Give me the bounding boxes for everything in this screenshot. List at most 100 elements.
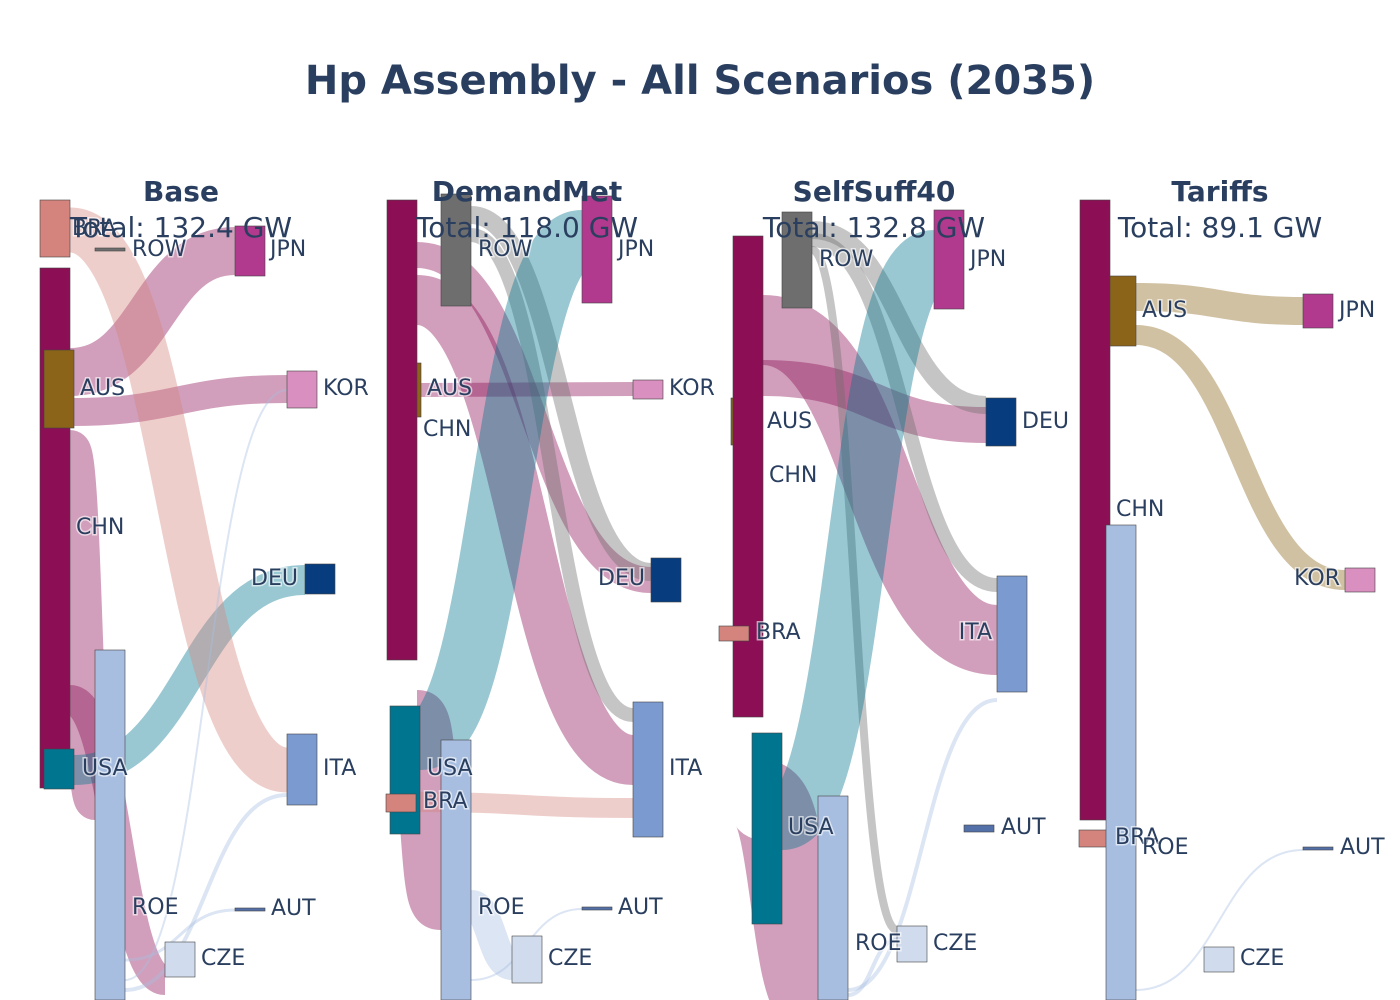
node-label-base-row: ROW [132,237,187,262]
link-selfsuff40-row-cze [810,246,899,934]
link-base-chn-jpn [68,227,237,396]
node-label-base-deu: DEU [251,566,298,591]
link-selfsuff40-roe-ita [847,698,998,992]
node-label-base-usa: USA [82,756,128,781]
node-demandmet-aut [581,906,613,911]
node-label-selfsuff40-chn: CHN [769,463,817,488]
node-label-tariffs-kor: KOR [1294,566,1340,591]
node-label-demandmet-roe: ROE [478,895,525,920]
node-label-demandmet-row: ROW [478,237,533,262]
node-demandmet-ita [632,701,664,838]
node-label-tariffs-roe: ROE [1142,835,1189,860]
link-demandmet-chn-ita [413,275,637,785]
node-tariffs-cze [1203,946,1235,973]
link-base-roe-ita [124,793,288,992]
node-tariffs-aut [1302,846,1334,851]
node-selfsuff40-aut [963,824,995,833]
link-tariffs-aus-kor [1135,325,1346,590]
node-label-selfsuff40-bra: BRA [756,620,801,645]
link-base-roe-aut [124,908,236,962]
node-selfsuff40-jpn [933,209,965,310]
node-label-selfsuff40-cze: CZE [933,931,977,956]
link-demandmet-row-deu [469,206,653,581]
node-demandmet-bra [385,793,417,813]
node-demandmet-chn [386,199,418,661]
node-demandmet-row [440,193,472,307]
panel-total-base: Total: 132.4 GW [69,211,293,244]
panel-title-tariffs: Tariffs [1171,175,1269,208]
node-label-demandmet-ita: ITA [669,756,702,781]
panel-title-base: Base [143,175,219,208]
node-label-tariffs-aus: AUS [1142,298,1187,323]
node-base-roe [94,649,126,1000]
node-label-selfsuff40-aut: AUT [1001,815,1046,840]
node-base-chn [39,267,71,789]
link-tariffs-aus-jpn [1135,283,1304,325]
node-tariffs-kor [1344,567,1376,593]
node-demandmet-roe [440,739,472,1000]
panel-total-demandmet: Total: 118.0 GW [415,211,639,244]
node-label-selfsuff40-aus: AUS [767,409,812,434]
node-label-base-kor: KOR [323,376,369,401]
node-label-base-aut: AUT [271,896,316,921]
node-label-tariffs-chn: CHN [1116,497,1164,522]
node-label-base-chn: CHN [76,515,124,540]
node-label-base-ita: ITA [323,756,356,781]
node-base-row [94,247,126,252]
link-base-chn-roe [50,430,115,820]
node-label-demandmet-cze: CZE [548,946,592,971]
node-selfsuff40-bra [718,625,750,642]
node-label-base-roe: ROE [132,895,179,920]
panel-total-selfsuff40: Total: 132.8 GW [762,211,986,244]
node-label-selfsuff40-usa: USA [788,815,834,840]
node-selfsuff40-usa [751,732,783,925]
node-label-base-cze: CZE [201,946,245,971]
node-label-demandmet-jpn: JPN [616,237,654,262]
link-demandmet-row-ita [469,228,635,722]
node-demandmet-deu [650,557,682,603]
node-selfsuff40-row [781,211,813,309]
node-label-selfsuff40-jpn: JPN [968,247,1006,272]
node-demandmet-cze [511,935,543,984]
node-label-demandmet-kor: KOR [669,376,715,401]
node-base-kor [286,370,318,409]
link-demandmet-roe-cze [466,890,517,980]
nodes-layer [39,193,1376,1000]
link-selfsuff40-row-ita [811,233,998,592]
node-base-ita [286,733,318,806]
node-demandmet-usa [389,705,421,835]
chart-title: Hp Assembly - All Scenarios (2035) [304,58,1096,104]
node-label-selfsuff40-ita: ITA [959,620,992,645]
node-label-tariffs-cze: CZE [1240,946,1284,971]
node-label-demandmet-deu: DEU [598,566,645,591]
node-selfsuff40-roe [817,795,849,1000]
node-base-aut [234,907,266,912]
node-tariffs-jpn [1302,293,1334,329]
link-demandmet-chn-roe [387,690,471,930]
node-label-base-bra: BRA [72,216,117,241]
link-selfsuff40-chn-ita [759,295,1001,675]
node-tariffs-roe [1105,524,1137,1000]
link-selfsuff40-usa-jpn [770,230,946,850]
labels-layer: BRA CHN AUS USA ROE ROW JPN KOR DEU ITA AUT CZE ROW A… [71,215,1387,973]
node-base-bra [39,199,71,258]
node-tariffs-chn [1079,199,1111,821]
link-demandmet-chn-kor [416,382,634,397]
node-label-base-aus: AUS [80,376,125,401]
link-tariffs-roe-aut [1135,849,1304,991]
link-selfsuff40-row-deu [811,221,987,414]
node-label-selfsuff40-roe: ROE [855,931,902,956]
node-base-aus [43,349,75,429]
link-base-bra-ita [66,207,291,793]
node-selfsuff40-deu [985,397,1017,447]
link-selfsuff40-chn-deu [762,360,987,443]
panel-total-tariffs: Total: 89.1 GW [1117,211,1323,244]
node-label-demandmet-bra: BRA [423,789,468,814]
node-selfsuff40-cze [896,925,928,963]
link-base-chn-kor [69,375,288,426]
node-tariffs-aus [1105,275,1137,347]
node-label-demandmet-aus: AUS [427,376,472,401]
node-base-jpn [234,225,266,277]
node-selfsuff40-ita [996,575,1028,693]
